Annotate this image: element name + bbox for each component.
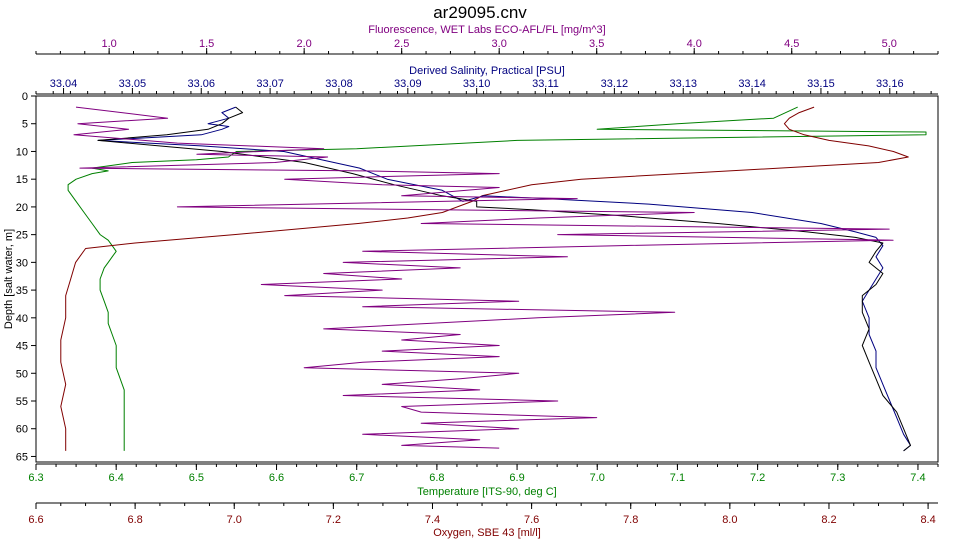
- temperature-tick-label: 7.0: [590, 472, 605, 484]
- salinity-tick-label: 33.11: [532, 78, 559, 90]
- salinity-tick-label: 33.12: [601, 78, 629, 90]
- oxygen-tick-label: 7.6: [524, 514, 539, 526]
- temperature-profile-line-0: [67, 106, 927, 451]
- salinity-tick-label: 33.15: [807, 78, 835, 90]
- depth-tick-label: 35: [16, 285, 28, 297]
- fluorescence-tick-label: 3.0: [492, 38, 507, 50]
- salinity-axis: 33.04 33.05 33.06 33.07 33.08 33.09 33.10 33.11…: [35, 65, 938, 95]
- temperature-tick-label: 6.7: [349, 472, 364, 484]
- oxygen-tick-label: 8.2: [821, 514, 836, 526]
- oxygen-tick-label: 7.4: [425, 514, 440, 526]
- oxygen-tick-label: 8.0: [722, 514, 737, 526]
- depth-tick-label: 10: [16, 146, 28, 158]
- salinity-tick-label: 33.14: [738, 78, 766, 90]
- fluorescence-tick-label: 2.0: [297, 38, 312, 50]
- fluorescence-tick-label: 2.5: [394, 38, 409, 50]
- oxygen-tick-label: 6.6: [28, 514, 43, 526]
- chart-title: ar29095.cnv: [433, 3, 527, 22]
- salinity-tick-label: 33.06: [187, 78, 215, 90]
- temperature-tick-label: 6.3: [28, 472, 43, 484]
- temperature-tick-label: 6.8: [429, 472, 444, 484]
- salinity-axis-title: Derived Salinity, Practical [PSU]: [409, 65, 565, 77]
- temperature-tick-label: 6.6: [269, 472, 284, 484]
- depth-tick-label: 25: [16, 230, 28, 242]
- plot-area-frame: [35, 95, 939, 463]
- fluorescence-profile-line-4: [73, 106, 894, 449]
- depth-tick-label: 50: [16, 368, 28, 380]
- salinity-tick-label: 33.08: [325, 78, 353, 90]
- oxygen-tick-label: 6.8: [127, 514, 142, 526]
- depth-tick-label: 0: [22, 91, 28, 103]
- depth-tick-label: 30: [16, 257, 28, 269]
- temperature-tick-label: 7.1: [670, 472, 685, 484]
- series-lines: [60, 106, 927, 452]
- oxygen-tick-label: 8.4: [920, 514, 935, 526]
- fluorescence-axis-title: Fluorescence, WET Labs ECO-AFL/FL [mg/m^…: [368, 24, 605, 36]
- depth-tick-label: 55: [16, 396, 28, 408]
- salinity-tick-label: 33.13: [669, 78, 697, 90]
- oxygen-axis-title: Oxygen, SBE 43 [ml/l]: [433, 527, 541, 539]
- depth-axis: 0 5 10 15 20 25 30 35 40 45 50 55 60 65 Depth [salt wa…: [3, 91, 36, 463]
- oxygen-tick-label: 7.2: [326, 514, 341, 526]
- oxygen-tick-label: 7.0: [227, 514, 242, 526]
- depth-tick-label: 45: [16, 341, 28, 353]
- temperature-tick-label: 7.3: [830, 472, 845, 484]
- x-axes: 1.0 1.5 2.0 2.5 3.0 3.5 4.0 4.5 5.0 Fluorescence,…: [28, 24, 939, 539]
- fluorescence-tick-label: 4.5: [784, 38, 799, 50]
- temperature-axis-title: Temperature [ITS-90, deg C]: [417, 486, 556, 498]
- temperature-tick-label: 6.9: [509, 472, 524, 484]
- fluorescence-tick-label: 4.0: [687, 38, 702, 50]
- fluorescence-tick-label: 1.0: [101, 38, 116, 50]
- fluorescence-tick-label: 1.5: [199, 38, 214, 50]
- temperature-tick-label: 7.2: [750, 472, 765, 484]
- depth-tick-label: 65: [16, 451, 28, 463]
- depth-tick-label: 40: [16, 313, 28, 325]
- oxygen-tick-label: 7.8: [623, 514, 638, 526]
- depth-tick-label: 15: [16, 174, 28, 186]
- salinity-profile-line-2: [97, 106, 911, 452]
- depth-axis-title: Depth [salt water, m]: [3, 229, 15, 329]
- salinity-tick-label: 33.07: [256, 78, 284, 90]
- depth-tick-label: 60: [16, 424, 28, 436]
- salinity-tick-label: 33.16: [876, 78, 904, 90]
- fluorescence-axis: 1.0 1.5 2.0 2.5 3.0 3.5 4.0 4.5 5.0 Fluorescence,…: [35, 24, 939, 55]
- temperature-tick-label: 6.4: [109, 472, 124, 484]
- temperature-tick-label: 6.5: [189, 472, 204, 484]
- oxygen-profile-line-1: [60, 106, 909, 451]
- oxygen-axis: 6.6 6.8 7.0 7.2 7.4 7.6 7.8 8.0 8.2 8.4 Oxygen, SB…: [28, 502, 938, 539]
- depth-tick-label: 20: [16, 202, 28, 214]
- salinity-tick-label: 33.10: [463, 78, 491, 90]
- fluorescence-tick-label: 5.0: [882, 38, 897, 50]
- depth-tick-label: 5: [22, 119, 28, 131]
- salinity-tick-label: 33.09: [394, 78, 422, 90]
- temperature-tick-label: 7.4: [910, 472, 925, 484]
- salinity-tick-label: 33.04: [50, 78, 78, 90]
- temperature-axis: 6.3 6.4 6.5 6.6 6.7 6.8 6.9 7.0 7.1 7.2 7.3 7.4 Temp…: [28, 463, 939, 498]
- fluorescence-tick-label: 3.5: [589, 38, 604, 50]
- salinity-tick-label: 33.05: [119, 78, 147, 90]
